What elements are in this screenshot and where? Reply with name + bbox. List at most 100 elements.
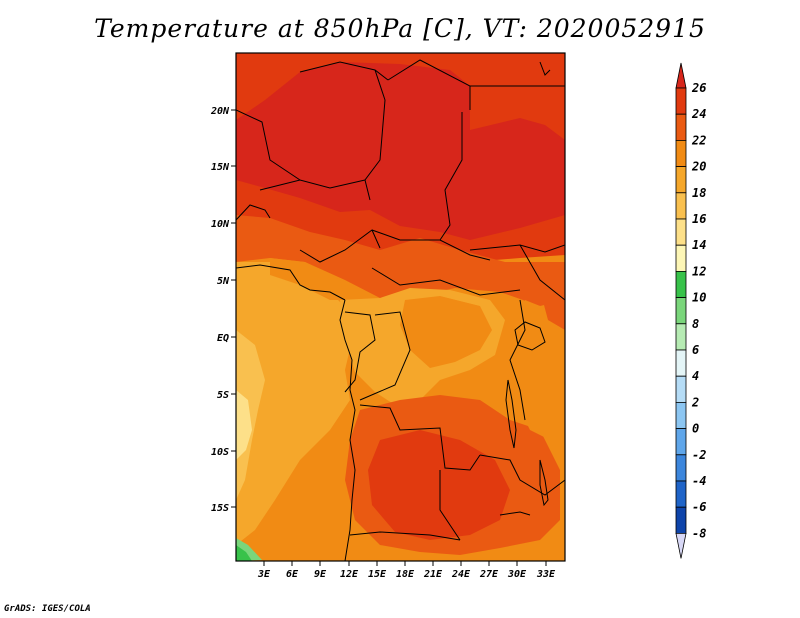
colorbar-segment <box>675 166 687 194</box>
lon-label: 27E <box>479 569 499 580</box>
colorbar-top-arrow <box>675 62 687 89</box>
lon-label: 21E <box>423 569 443 580</box>
field-18-20-atlantic <box>236 262 352 545</box>
border-libya-niger <box>299 61 389 81</box>
lon-label: 18E <box>396 569 415 580</box>
border-gabon-congo <box>344 311 376 393</box>
lat-label: 10S <box>211 447 229 458</box>
field-22-24-sahel <box>236 215 565 306</box>
field-20-22-east <box>512 300 565 440</box>
colorbar-segment <box>675 244 687 272</box>
border-nigeria-cameroon <box>299 229 381 263</box>
colorbar-segment <box>675 480 687 508</box>
lon-label: 3E <box>257 569 271 580</box>
lon-label: 15E <box>368 569 387 580</box>
colorbar-segment <box>675 218 687 246</box>
lake-kariba <box>499 511 531 516</box>
temperature-field <box>236 53 565 561</box>
border-niger-nigeria <box>259 179 366 191</box>
colorbar-label: 26 <box>691 81 706 95</box>
border-angola-namibia <box>349 531 461 541</box>
border-chad-sudan <box>439 112 463 241</box>
field-16-18-atlantic <box>236 330 265 500</box>
colorbar-segment <box>675 349 687 377</box>
border-mali-niger <box>236 109 301 181</box>
field-14-16-atlantic <box>236 390 252 460</box>
lat-labels: 20N 15N 10N 5N EQ 5S 10S 15S <box>210 106 230 514</box>
lat-label: 10N <box>211 219 230 230</box>
lake-malawi <box>539 459 549 507</box>
lon-label: 9E <box>314 569 327 580</box>
colorbar-label: -4 <box>692 474 706 488</box>
border-car-drc <box>371 267 521 296</box>
colorbar-label: 12 <box>692 264 706 278</box>
colorbar-segment <box>675 139 687 167</box>
coastline-gulf-guinea <box>236 264 346 301</box>
lon-label: 6E <box>286 569 299 580</box>
field-20-22-congo <box>400 296 492 368</box>
lon-label: 24E <box>451 569 471 580</box>
colorbar-label: 10 <box>692 291 706 305</box>
colorbar-segment <box>675 375 687 403</box>
colorbar-segment <box>675 428 687 456</box>
colorbar-label: 14 <box>692 238 706 252</box>
lat-label: 15S <box>211 503 229 514</box>
lon-label: 12E <box>340 569 359 580</box>
coastline-west-africa <box>339 299 356 561</box>
colorbar-label: 22 <box>691 133 706 147</box>
colorbar-segment <box>675 401 687 429</box>
credit-label: GrADS: IGES/COLA <box>4 604 91 614</box>
colorbar-segment <box>675 454 687 482</box>
lake-tanganyika <box>505 379 517 449</box>
field-8-10-corner <box>236 545 252 561</box>
lat-label: 20N <box>210 106 230 117</box>
lat-label: EQ <box>217 333 229 344</box>
colorbar-segment <box>675 323 687 351</box>
border-angola-drc <box>359 404 481 471</box>
lake-victoria <box>514 321 546 351</box>
colorbar-segment <box>675 270 687 298</box>
field-22-24-east <box>540 285 565 330</box>
borders <box>236 59 565 561</box>
field-gt26-north <box>236 62 565 240</box>
colorbar-label: 2 <box>691 395 699 409</box>
colorbar-label: 16 <box>692 212 706 226</box>
border-niger-chad <box>364 69 386 201</box>
border-sudan-ssudan <box>469 244 565 253</box>
colorbar-label: 18 <box>692 186 706 200</box>
border-zambia-mozambique <box>479 454 565 496</box>
colorbar-segment <box>675 297 687 325</box>
field-20-22-gulf <box>270 258 345 300</box>
axis-ticks <box>231 109 547 566</box>
colorbar-label: -2 <box>692 448 706 462</box>
colorbar-bottom-arrow <box>675 533 687 559</box>
lat-label: 5N <box>217 276 230 287</box>
lon-label: 30E <box>507 569 527 580</box>
colorbar-label: -8 <box>692 526 706 540</box>
colorbar-segment <box>675 113 687 141</box>
colorbar-label: 4 <box>692 369 699 383</box>
border-angola-zambia <box>439 470 461 541</box>
lon-label: 33E <box>536 569 556 580</box>
map-frame <box>235 52 566 562</box>
border-drc-uganda <box>509 299 526 421</box>
colorbar-label: 6 <box>692 343 699 357</box>
colorbar-segment <box>675 192 687 220</box>
colorbar-label: 24 <box>691 107 706 121</box>
river-nile <box>539 61 551 76</box>
colorbar-segment <box>675 87 687 115</box>
colorbar-label: -6 <box>692 500 706 514</box>
lon-labels: 3E 6E 9E 12E 15E 18E 21E 24E 27E 30E 33E <box>257 569 556 580</box>
border-libya-chad <box>387 59 471 110</box>
border-chad-car <box>371 229 491 261</box>
border-west-coast-nigeria <box>236 204 271 221</box>
field-24-26-south <box>368 430 510 540</box>
lat-label: 5S <box>217 390 229 401</box>
border-ssudan-ethiopia <box>519 244 565 301</box>
colorbar-label: 0 <box>692 422 699 436</box>
colorbar-label: 8 <box>692 317 699 331</box>
map-title: Temperature at 850hPa [C], VT: 202005291… <box>94 14 706 43</box>
lat-label: 15N <box>211 162 230 173</box>
